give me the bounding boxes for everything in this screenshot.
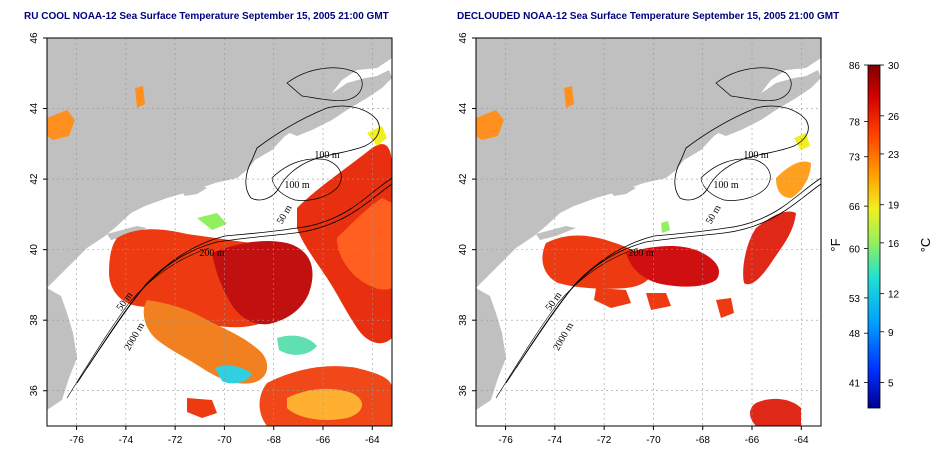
lon-tick-label: -64 <box>365 435 380 446</box>
celsius-tick-label: 26 <box>888 112 900 123</box>
lon-tick-label: -74 <box>548 435 563 446</box>
lat-tick-label: 42 <box>458 173 469 185</box>
celsius-tick-label: 23 <box>888 150 900 161</box>
lon-tick-label: -72 <box>168 435 183 446</box>
celsius-unit-label: °C <box>918 238 933 253</box>
lat-tick-label: 40 <box>29 244 40 256</box>
lon-tick-label: -70 <box>217 435 232 446</box>
lat-tick-label: 46 <box>29 32 40 44</box>
lat-tick-label: 44 <box>29 103 40 115</box>
fahrenheit-tick-label: 66 <box>849 202 861 213</box>
colorbar-celsius-ticks: 30 26 23 19 16 12 9 5 <box>880 61 900 390</box>
lon-tick-label: -72 <box>597 435 612 446</box>
contour-label: 200 m <box>628 248 654 259</box>
lat-tick-label: 38 <box>29 314 40 326</box>
lon-tick-label: -76 <box>69 435 84 446</box>
fahrenheit-tick-label: 78 <box>849 117 861 128</box>
colorbar-fahrenheit-ticks: 86 78 73 66 60 53 48 41 <box>849 61 868 390</box>
right-sst-field <box>476 86 811 426</box>
right-lat-axis: 36 38 40 42 44 46 <box>458 32 476 396</box>
fahrenheit-tick-label: 73 <box>849 153 861 164</box>
contour-label: 100 m <box>743 150 769 161</box>
celsius-tick-label: 12 <box>888 290 900 301</box>
lat-tick-label: 46 <box>458 32 469 44</box>
celsius-tick-label: 30 <box>888 61 900 72</box>
left-panel-title: RU COOL NOAA-12 Sea Surface Temperature … <box>24 11 389 22</box>
lon-tick-label: -64 <box>794 435 809 446</box>
fahrenheit-tick-label: 60 <box>849 244 861 255</box>
left-lon-axis: -76 -74 -72 -70 -68 -66 -64 <box>69 426 380 446</box>
lon-tick-label: -70 <box>646 435 661 446</box>
colorbar-scale <box>867 64 881 409</box>
left-sst-field <box>47 86 392 426</box>
lon-tick-label: -76 <box>498 435 513 446</box>
celsius-tick-label: 5 <box>888 379 894 390</box>
contour-label: 100 m <box>314 150 340 161</box>
celsius-tick-label: 9 <box>888 328 894 339</box>
celsius-tick-label: 16 <box>888 239 900 250</box>
lon-tick-label: -74 <box>119 435 134 446</box>
celsius-tick-label: 19 <box>888 201 900 212</box>
lat-tick-label: 36 <box>458 385 469 397</box>
lat-tick-label: 44 <box>458 103 469 115</box>
fahrenheit-tick-label: 48 <box>849 329 861 340</box>
right-map-frame <box>475 37 822 427</box>
contour-label: 200 m <box>199 248 225 259</box>
lat-tick-label: 42 <box>29 173 40 185</box>
left-lat-axis: 36 38 40 42 44 46 <box>29 32 47 396</box>
fahrenheit-unit-label: °F <box>828 238 843 251</box>
lon-tick-label: -68 <box>266 435 281 446</box>
right-panel-title: DECLOUDED NOAA-12 Sea Surface Temperatur… <box>457 11 840 22</box>
contour-label: 100 m <box>284 180 310 191</box>
lat-tick-label: 38 <box>458 314 469 326</box>
lat-tick-label: 40 <box>458 244 469 256</box>
lat-tick-label: 36 <box>29 385 40 397</box>
fahrenheit-tick-label: 53 <box>849 294 861 305</box>
left-map-frame <box>46 37 393 427</box>
lon-tick-label: -66 <box>316 435 331 446</box>
right-lon-axis: -76 -74 -72 -70 -68 -66 -64 <box>498 426 809 446</box>
lon-tick-label: -66 <box>745 435 760 446</box>
contour-label: 100 m <box>713 180 739 191</box>
lon-tick-label: -68 <box>695 435 710 446</box>
temperature-colorbar: 30 26 23 19 16 12 9 5 86 78 73 66 60 53 48 41 °F °C <box>828 61 933 409</box>
fahrenheit-tick-label: 86 <box>849 61 861 72</box>
fahrenheit-tick-label: 41 <box>849 379 861 390</box>
